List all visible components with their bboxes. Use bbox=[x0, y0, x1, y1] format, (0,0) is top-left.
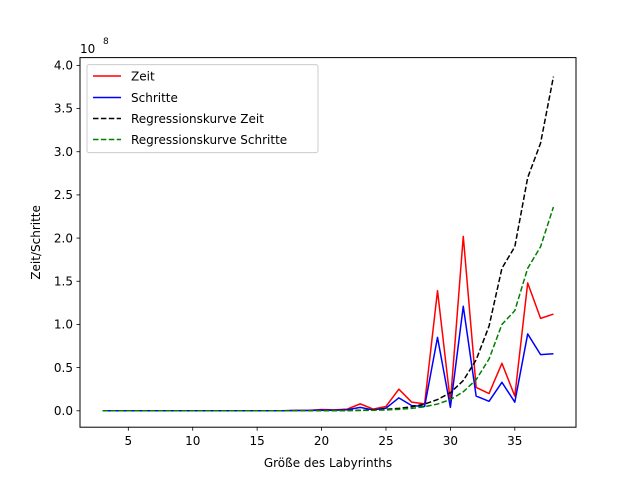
y-axis-label: Zeit/Schritte bbox=[29, 205, 43, 280]
y-tick-label: 2.0 bbox=[54, 231, 73, 245]
x-tick-label: 15 bbox=[250, 434, 265, 448]
legend-entry-regressionskurve-zeit: Regressionskurve Zeit bbox=[93, 112, 264, 126]
y-tick-label: 4.0 bbox=[54, 59, 73, 73]
plot-frame bbox=[79, 57, 577, 428]
legend-label-schritte: Schritte bbox=[131, 91, 178, 105]
x-axis-label: Größe des Labyrinths bbox=[264, 456, 392, 470]
legend: Zeit Schritte Regressionskurve Zeit Regr… bbox=[86, 64, 319, 154]
y-tick-label: 0.0 bbox=[54, 404, 73, 418]
y-tick-label: 3.0 bbox=[54, 145, 73, 159]
x-tick-label: 5 bbox=[124, 434, 132, 448]
x-tick-label: 25 bbox=[378, 434, 393, 448]
x-tick-label: 30 bbox=[443, 434, 458, 448]
y-tick-label: 1.5 bbox=[54, 274, 73, 288]
series-layer bbox=[102, 76, 555, 412]
legend-label-regressionskurve-schritte: Regressionskurve Schritte bbox=[131, 133, 287, 147]
y-tick-label: 2.5 bbox=[54, 188, 73, 202]
series-line-regressionskurve-schritte bbox=[102, 206, 555, 412]
legend-entry-schritte: Schritte bbox=[93, 91, 178, 105]
y-tick-label: 1.0 bbox=[54, 318, 73, 332]
y-axis: 0.0 0.5 1.0 1.5 2.0 2.5 3.0 3.5 4.0 bbox=[54, 59, 80, 418]
x-tick-label: 10 bbox=[185, 434, 200, 448]
y-offset-exponent: 8 bbox=[103, 37, 109, 47]
x-tick-label: 20 bbox=[314, 434, 329, 448]
y-offset-text: 10 8 bbox=[80, 37, 109, 56]
legend-entry-regressionskurve-schritte: Regressionskurve Schritte bbox=[93, 133, 287, 147]
legend-label-regressionskurve-zeit: Regressionskurve Zeit bbox=[131, 112, 264, 126]
legend-label-zeit: Zeit bbox=[131, 70, 155, 84]
y-tick-label: 3.5 bbox=[54, 102, 73, 116]
x-tick-label: 35 bbox=[507, 434, 522, 448]
y-tick-label: 0.5 bbox=[54, 361, 73, 375]
y-offset-base: 10 bbox=[80, 42, 95, 56]
legend-entry-zeit: Zeit bbox=[93, 70, 155, 84]
x-axis: 5 10 15 20 25 30 35 bbox=[124, 427, 522, 448]
legend-frame bbox=[86, 64, 319, 154]
